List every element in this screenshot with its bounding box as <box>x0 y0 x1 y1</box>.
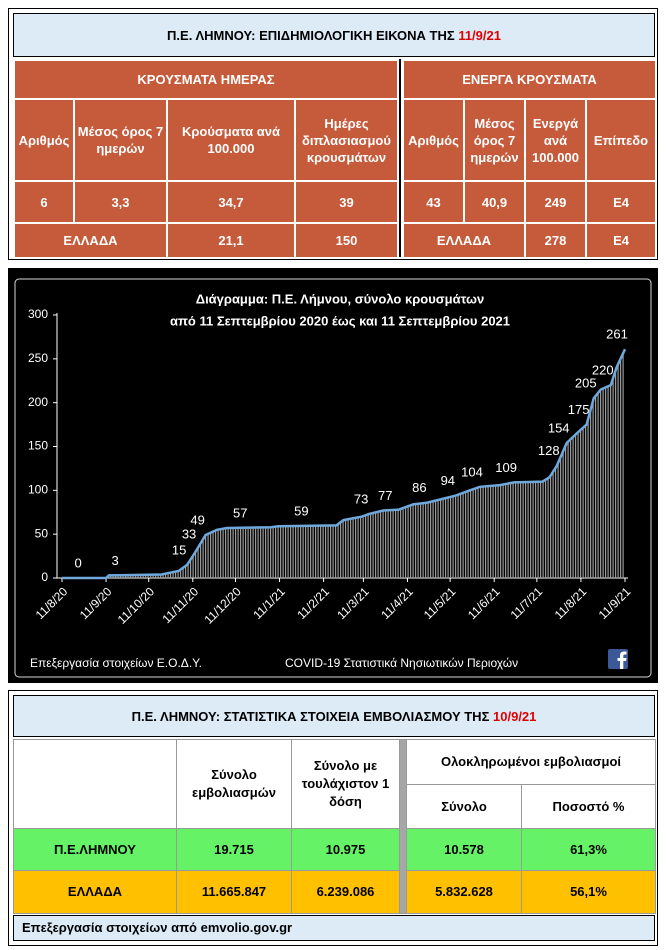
row-label: ΕΛΛΑΔΑ <box>13 870 177 914</box>
cell: 10.975 <box>291 828 400 871</box>
data-label: 205 <box>575 376 597 391</box>
y-tick-label: 0 <box>41 570 48 584</box>
data-label: 3 <box>112 553 119 568</box>
col-header: Μέσος όρος 7 ημερών <box>463 98 526 182</box>
data-label: 94 <box>441 473 455 488</box>
col-header: Σύνολο <box>406 784 522 829</box>
cell: 249 <box>524 180 587 224</box>
separator <box>398 59 401 257</box>
chart-frame <box>14 278 652 678</box>
y-tick-label: 150 <box>28 439 48 453</box>
data-label: 128 <box>538 443 560 458</box>
active-table: ΕΝΕΡΓΑ ΚΡΟΥΣΜΑΤΑ Αριθμός Μέσος όρος 7 ημε… <box>401 59 658 259</box>
col-header: Ποσοστό % <box>520 784 657 829</box>
cell: 10.578 <box>406 828 522 871</box>
cell: 6 <box>13 180 75 224</box>
col-header: Σύνολο εμβολιασμών <box>176 739 292 829</box>
data-label: 86 <box>412 480 426 495</box>
vaccine-title-text: Π.Ε. ΛΗΜΝΟΥ: ΣΤΑΤΙΣΤΙΚΑ ΣΤΟΙΧΕΙΑ ΕΜΒΟΛΙΑ… <box>131 708 490 724</box>
epi-title-text: Π.Ε. ΛΗΜΝΟΥ: ΕΠΙΔΗΜΙΟΛΟΓΙΚΗ ΕΙΚΟΝΑ ΤΗΣ <box>167 27 455 43</box>
cell: 5.832.628 <box>406 870 522 914</box>
col-header: Αριθμός <box>13 98 75 182</box>
cell: 11.665.847 <box>176 870 292 914</box>
data-label: 175 <box>568 402 590 417</box>
cell: 6.239.086 <box>291 870 400 914</box>
col-header: Κρούσματα ανά 100.000 <box>166 98 296 182</box>
cell: 40,9 <box>463 180 526 224</box>
cell: 19.715 <box>176 828 292 871</box>
credit: COVID-19 Στατιστικά Νησιωτικών Περιοχών <box>285 656 518 670</box>
vaccine-source: Επεξεργασία στοιχείων από emvolio.gov.gr <box>13 915 655 941</box>
epi-title: Π.Ε. ΛΗΜΝΟΥ: ΕΠΙΔΗΜΙΟΛΟΓΙΚΗ ΕΙΚΟΝΑ ΤΗΣ 1… <box>13 13 655 57</box>
vaccine-date: 10/9/21 <box>493 708 537 724</box>
facebook-f <box>617 651 627 669</box>
epi-panel: Π.Ε. ΛΗΜΝΟΥ: ΕΠΙΔΗΜΙΟΛΟΓΙΚΗ ΕΙΚΟΝΑ ΤΗΣ 1… <box>8 8 658 260</box>
source: Επεξεργασία στοιχείων Ε.Ο.Δ.Υ. <box>30 656 202 670</box>
data-label: 104 <box>461 464 483 479</box>
chart-subtitle: από 11 Σεπτεμβρίου 2020 έως και 11 Σεπτε… <box>170 313 510 328</box>
y-tick-label: 50 <box>35 526 49 540</box>
y-tick-label: 100 <box>28 483 48 497</box>
cell: E4 <box>584 222 658 259</box>
data-label: 109 <box>495 460 517 475</box>
col-header: Επίπεδο <box>584 98 658 182</box>
cell: E4 <box>584 180 658 224</box>
active-heading: ΕΝΕΡΓΑ ΚΡΟΥΣΜΑΤΑ <box>401 59 658 100</box>
epi-date: 11/9/21 <box>458 27 501 43</box>
cell: 278 <box>524 222 587 259</box>
daily-table: ΚΡΟΥΣΜΑΤΑ ΗΜΕΡΑΣ Αριθμός Μέσος όρος 7 ημε… <box>13 59 399 259</box>
data-label: 220 <box>592 363 614 378</box>
cell: 34,7 <box>166 180 296 224</box>
y-tick-label: 250 <box>28 351 48 365</box>
cell: 39 <box>294 180 399 224</box>
data-label: 261 <box>606 327 628 342</box>
data-label: 0 <box>75 555 82 570</box>
y-tick-label: 300 <box>28 307 48 321</box>
cell: 61,3% <box>520 828 657 871</box>
data-label: 15 <box>172 542 186 557</box>
row-label: ΕΛΛΑΔΑ <box>13 222 168 259</box>
area <box>62 349 625 578</box>
col-header: Αριθμός <box>402 98 465 182</box>
daily-heading: ΚΡΟΥΣΜΑΤΑ ΗΜΕΡΑΣ <box>13 59 399 100</box>
data-label: 57 <box>233 505 247 520</box>
vaccine-title: Π.Ε. ΛΗΜΝΟΥ: ΣΤΑΤΙΣΤΙΚΑ ΣΤΟΙΧΕΙΑ ΕΜΒΟΛΙΑ… <box>13 695 655 737</box>
cell: 3,3 <box>73 180 168 224</box>
empty-cell <box>13 739 177 829</box>
cell: 56,1% <box>520 870 657 914</box>
vaccine-panel: Π.Ε. ΛΗΜΝΟΥ: ΣΤΑΤΙΣΤΙΚΑ ΣΤΟΙΧΕΙΑ ΕΜΒΟΛΙΑ… <box>8 690 658 946</box>
data-label: 59 <box>294 504 308 519</box>
vaccine-table: Σύνολο εμβολιασμών Σύνολο με τουλάχιστον … <box>13 739 657 914</box>
cell: 21,1 <box>166 222 296 259</box>
cell: 43 <box>402 180 465 224</box>
y-tick-label: 200 <box>28 395 48 409</box>
col-header: Ημέρες διπλασιασμού κρουσμάτων <box>294 98 399 182</box>
col-header: Σύνολο με τουλάχιστον 1 δόση <box>291 739 400 829</box>
chart-title: Διάγραμμα: Π.Ε. Λήμνου, σύνολο κρουσμάτω… <box>196 291 485 306</box>
data-label: 77 <box>378 488 392 503</box>
row-label: ΕΛΛΑΔΑ <box>402 222 526 259</box>
data-label: 33 <box>182 527 196 542</box>
col-header: Ενεργά ανά 100.000 <box>524 98 587 182</box>
group-header: Ολοκληρωμένοι εμβολιασμοί <box>405 739 657 785</box>
data-label: 49 <box>190 512 204 527</box>
line <box>62 348 627 580</box>
data-label: 154 <box>548 420 570 435</box>
data-label: 73 <box>354 491 368 506</box>
col-header: Μέσος όρος 7 ημερών <box>73 98 168 182</box>
row-label: Π.Ε.ΛΗΜΝΟΥ <box>13 828 177 871</box>
gap <box>399 739 407 914</box>
cell: 150 <box>294 222 399 259</box>
